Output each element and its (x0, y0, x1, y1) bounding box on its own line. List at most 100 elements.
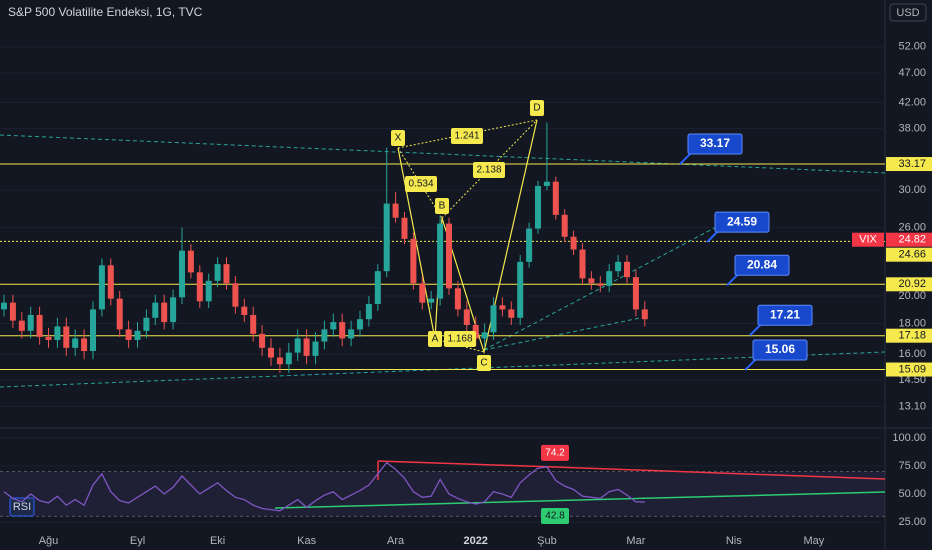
candle-body (205, 280, 212, 302)
rsi-label: 74.2 (545, 447, 565, 458)
candle-body (116, 298, 123, 330)
rsi-tick-label: 100.00 (892, 432, 926, 444)
y-tick-label: 13.10 (898, 400, 926, 412)
rsi-label-box (541, 444, 569, 461)
candle-body (570, 236, 577, 250)
candle-body (481, 332, 488, 339)
candle-body (285, 352, 292, 365)
y-tick-label: 30.00 (898, 184, 926, 196)
y-tick-label: 20.00 (898, 290, 926, 302)
candle-body (214, 264, 221, 281)
rsi-tick-label: 75.00 (898, 460, 926, 472)
candle-body (365, 303, 372, 320)
level-axis-label: 15.09 (898, 363, 926, 375)
candle-body (401, 217, 408, 239)
rsi-label: 42.8 (545, 511, 565, 522)
y-tick-label: 52.00 (898, 41, 926, 53)
candle-body (543, 181, 550, 186)
candle-body (63, 326, 70, 348)
callout-box (714, 211, 770, 233)
pattern-ratio-box (473, 162, 505, 178)
candle-body (152, 302, 159, 318)
level-axis-box (886, 157, 932, 172)
candle-body (170, 297, 177, 323)
chart-title: S&P 500 Volatilite Endeksi, 1G, TVC (8, 5, 203, 19)
candle-body (339, 322, 346, 339)
pattern-ratio: 0.534 (408, 179, 433, 190)
x-tick-label: Mar (626, 535, 645, 547)
candle-body (241, 306, 248, 315)
x-tick-label: Şub (537, 535, 557, 547)
indicator-name[interactable]: RSI (13, 501, 31, 513)
candle-body (36, 314, 43, 337)
x-tick-label: Nis (726, 535, 742, 547)
callout-box (734, 254, 790, 276)
pattern-point-box (435, 198, 449, 214)
candle-body (632, 277, 639, 310)
pattern-point: D (533, 103, 540, 114)
candle-body (552, 181, 559, 215)
candle-body (303, 338, 310, 356)
candle-body (187, 250, 194, 273)
candle-body (463, 309, 470, 325)
last-price-box (886, 232, 932, 247)
level-axis-label: 20.92 (898, 278, 926, 290)
candle-body (641, 309, 648, 320)
candle-body (624, 261, 630, 278)
candle-body (259, 333, 266, 348)
candle-body (161, 302, 168, 323)
candle-body (179, 250, 185, 298)
candle-body (357, 319, 363, 330)
candle-body (294, 338, 301, 353)
candle-body (223, 264, 230, 284)
pattern-point: X (395, 133, 402, 144)
y-tick-label: 14.50 (898, 374, 926, 386)
pattern-point: A (432, 334, 439, 345)
pattern-point-box (530, 100, 544, 116)
y-tick-label: 16.00 (898, 348, 926, 360)
candle-body (107, 265, 114, 299)
y-tick-label: 18.00 (898, 317, 926, 329)
pattern-ratio-box (451, 128, 483, 144)
rsi-tick-label: 25.00 (898, 516, 926, 528)
rsi-trend-lines (274, 460, 886, 509)
callout-label: 20.84 (747, 257, 777, 271)
pattern-point-box (428, 331, 442, 347)
x-tick-label: Kas (297, 535, 316, 547)
candle-body (268, 347, 274, 358)
symbol: VIX (859, 234, 877, 246)
candle-body (45, 336, 52, 340)
candle-body (9, 302, 16, 321)
candle-body (419, 283, 426, 303)
pattern-ratio: 1.168 (447, 334, 472, 345)
level-axis-box (886, 362, 932, 377)
rsi-trend-line (274, 491, 886, 509)
level-axis-label: 33.17 (898, 158, 926, 170)
currency[interactable]: USD (896, 7, 919, 19)
pattern-ratio-box (444, 331, 476, 347)
x-tick-label: May (804, 535, 825, 547)
x-tick-label: Ara (387, 535, 405, 547)
symbol-box (852, 232, 884, 247)
level-axis-label: 24.66 (898, 249, 926, 261)
pattern-ratio: 2.138 (476, 165, 501, 176)
rsi-trend-line (554, 466, 886, 480)
candle-body (72, 338, 79, 348)
y-tick-label: 47.00 (898, 67, 926, 79)
level-axis-box (886, 247, 932, 262)
callout-label: 33.17 (700, 136, 730, 150)
callout-box (687, 133, 743, 155)
candle-body (134, 330, 141, 340)
candle-body (392, 203, 399, 218)
pattern-ratio-box (405, 176, 437, 192)
candle-body (81, 338, 88, 352)
candle-body (499, 305, 506, 310)
indicator-badge[interactable] (9, 497, 35, 517)
pattern-point-box (391, 130, 405, 146)
currency-box[interactable] (889, 3, 927, 22)
pattern-point: B (439, 201, 446, 212)
candle-body (410, 238, 417, 284)
candle-body (615, 261, 622, 272)
candle-body (330, 322, 337, 330)
